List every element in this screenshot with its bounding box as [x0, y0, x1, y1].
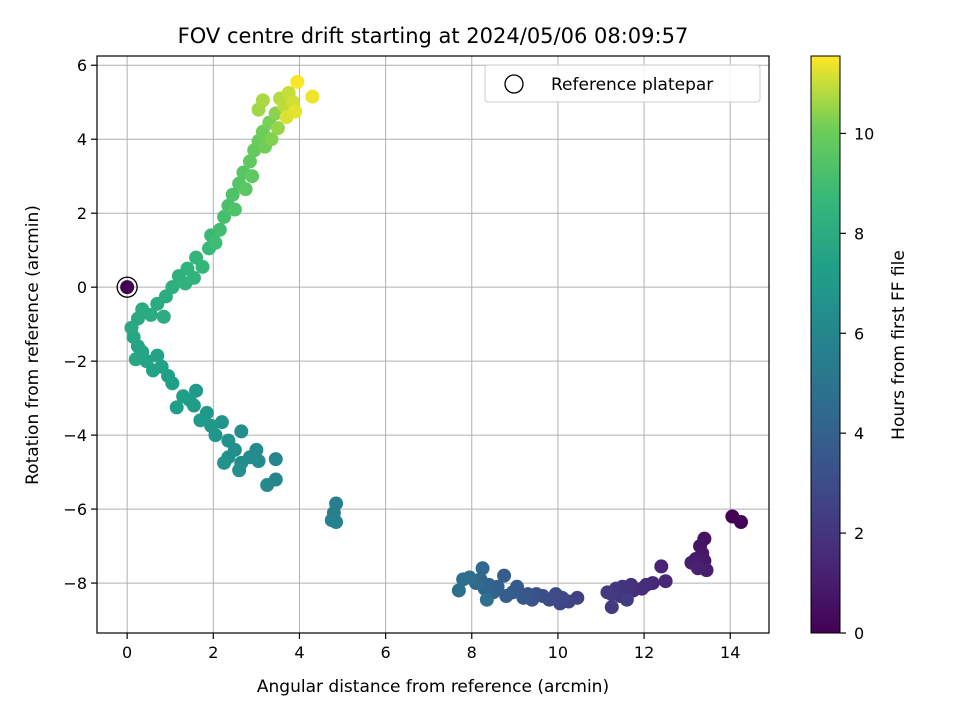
y-tick-label: 0	[77, 278, 87, 297]
data-point	[214, 415, 229, 430]
data-point	[217, 209, 232, 224]
data-point	[242, 154, 257, 169]
x-axis-ticks: 0 2 4 6 8 10 12 14	[122, 633, 740, 662]
legend-reference-symbol	[504, 74, 524, 94]
data-points	[124, 74, 748, 615]
chart-title: FOV centre drift starting at 2024/05/06 …	[178, 24, 689, 48]
colorbar-gradient	[810, 55, 841, 634]
reference-marker	[116, 276, 138, 298]
legend: Reference platepar	[484, 64, 761, 103]
colorbar-tick-label: 4	[854, 424, 864, 443]
legend-entry-reference: Reference platepar	[551, 75, 713, 95]
x-tick-label: 0	[122, 643, 132, 662]
data-point	[479, 592, 494, 607]
data-point	[232, 463, 247, 478]
data-point	[654, 559, 669, 574]
colorbar-tick-label: 0	[854, 624, 864, 643]
data-point	[143, 307, 158, 322]
data-point	[658, 574, 673, 589]
data-point	[288, 104, 303, 119]
data-point	[329, 515, 344, 530]
data-point	[156, 309, 171, 324]
x-tick-label: 12	[634, 643, 654, 662]
reference-point-ring	[116, 276, 138, 298]
data-point	[150, 348, 165, 363]
colorbar-tick-label: 8	[854, 224, 864, 243]
data-point	[186, 270, 201, 285]
y-tick-label: −6	[63, 500, 87, 519]
data-point	[169, 400, 184, 415]
x-tick-label: 14	[720, 643, 740, 662]
y-tick-label: 4	[77, 130, 87, 149]
data-point	[604, 600, 619, 615]
y-axis-ticks: −8 −6 −4 −2 0 2 4 6	[63, 56, 97, 593]
colorbar-tick-label: 6	[854, 324, 864, 343]
data-point	[264, 132, 279, 147]
y-tick-label: −2	[63, 352, 87, 371]
data-point	[260, 478, 275, 493]
data-point	[204, 418, 219, 433]
y-tick-label: −8	[63, 574, 87, 593]
x-tick-label: 2	[208, 643, 218, 662]
data-point	[245, 169, 260, 184]
data-point	[600, 585, 615, 600]
y-tick-label: 2	[77, 204, 87, 223]
x-axis-label: Angular distance from reference (arcmin)	[257, 677, 609, 697]
data-point	[451, 583, 466, 598]
colorbar-tick-label: 10	[854, 124, 874, 143]
data-point	[217, 455, 232, 470]
colorbar: 0 2 4 6 8 10 Hours from first FF file	[810, 55, 909, 643]
data-point	[128, 352, 143, 367]
data-point	[208, 235, 223, 250]
y-tick-label: −4	[63, 426, 87, 445]
data-point	[193, 413, 208, 428]
reference-point-dot	[120, 280, 135, 295]
data-point	[619, 592, 634, 607]
y-tick-label: 6	[77, 56, 87, 75]
x-tick-label: 10	[548, 643, 568, 662]
data-point	[456, 572, 471, 587]
data-point	[195, 259, 210, 274]
data-point	[305, 89, 320, 104]
data-point	[221, 433, 236, 448]
data-point	[270, 121, 285, 136]
data-point	[499, 589, 514, 604]
data-point	[165, 280, 180, 295]
data-point	[255, 93, 270, 108]
colorbar-label: Hours from first FF file	[889, 250, 909, 440]
data-point	[497, 568, 512, 583]
data-point	[238, 182, 253, 197]
plot-frame	[96, 55, 770, 634]
data-point	[290, 74, 305, 89]
colorbar-ticks: 0 2 4 6 8 10	[840, 124, 874, 643]
data-point	[734, 515, 748, 530]
data-point	[475, 561, 490, 576]
data-point	[690, 561, 705, 576]
legend-box	[484, 64, 761, 103]
data-point	[212, 222, 227, 237]
grid-lines	[97, 56, 769, 633]
data-point	[268, 452, 283, 467]
data-point	[516, 590, 531, 605]
x-tick-label: 4	[294, 643, 304, 662]
x-tick-label: 6	[381, 643, 391, 662]
data-point	[176, 389, 191, 404]
data-point	[234, 424, 249, 439]
colorbar-tick-label: 2	[854, 524, 864, 543]
data-point	[225, 187, 240, 202]
data-point	[227, 202, 242, 217]
y-axis-label: Rotation from reference (arcmin)	[23, 205, 43, 485]
x-tick-label: 8	[467, 643, 477, 662]
